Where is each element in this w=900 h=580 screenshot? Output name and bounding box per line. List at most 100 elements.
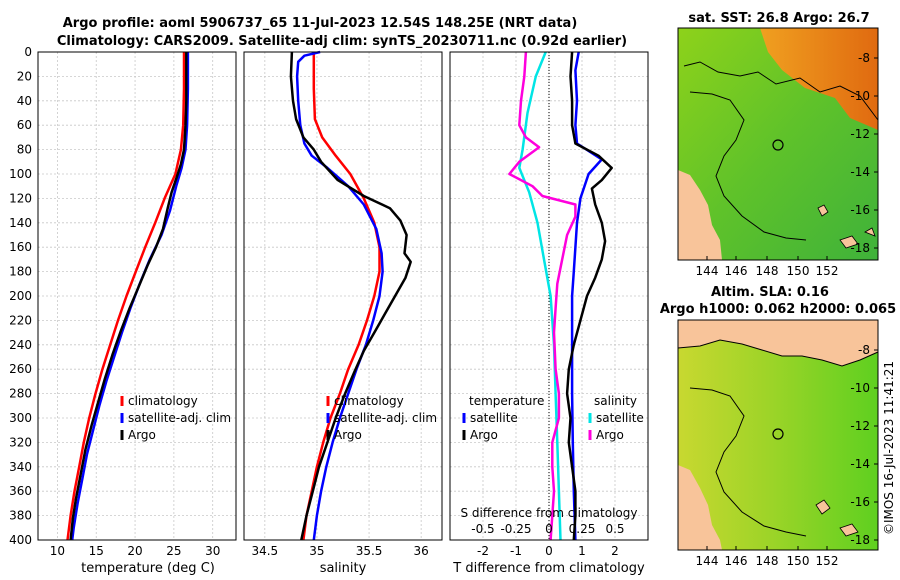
- s-difference-label: S difference from climatology: [461, 506, 638, 520]
- map-lat-tick-label: -18: [850, 241, 870, 255]
- s-difference-tick-label: -0.25: [500, 522, 531, 536]
- depth-tick-label: 60: [17, 118, 32, 132]
- difference-panel-frame: [449, 51, 649, 541]
- legend-title-temperature: temperature: [469, 394, 544, 408]
- series-salinity-argo: [508, 51, 577, 541]
- sla-land-png: [678, 320, 878, 366]
- map-lat-tick-label: -16: [850, 495, 870, 509]
- sla-map: Altim. SLA: 0.16 Argo h1000: 0.062 h2000…: [660, 285, 896, 568]
- depth-tick-label: 380: [9, 509, 32, 523]
- depth-tick-label: 300: [9, 411, 32, 425]
- sst-land-islands: [817, 204, 876, 249]
- sst-coastline: [683, 61, 879, 121]
- sla-coastline: [677, 339, 879, 367]
- temperature-tick-label: 15: [89, 544, 104, 558]
- chart-title-line2: Climatology: CARS2009. Satellite-adj cli…: [57, 34, 627, 49]
- series-climatology: [66, 52, 186, 541]
- legend-label: climatology: [334, 394, 404, 408]
- sla-argo-position-marker: [772, 428, 784, 440]
- map-lon-tick-label: 150: [787, 264, 810, 278]
- sst-land-coast: [678, 170, 722, 260]
- differences-tick-label: 1: [578, 544, 586, 558]
- sla-map-title-line2: Argo h1000: 0.062 h2000: 0.065: [660, 302, 896, 317]
- salinity-tick-label: 36: [414, 544, 429, 558]
- imos-footer: ©IMOS 16-Jul-2023 11:41:21: [882, 361, 896, 535]
- legend-label: Argo: [334, 428, 362, 442]
- sst-map-frame: [677, 27, 879, 261]
- legend-label: satellite: [596, 411, 644, 425]
- series-temperature-satellite: [570, 51, 604, 541]
- depth-tick-label: 400: [9, 533, 32, 547]
- legend-label: satellite: [470, 411, 518, 425]
- differences-tick-label: -1: [510, 544, 522, 558]
- series-climatology: [302, 52, 381, 541]
- map-lat-tick-label: -14: [850, 165, 870, 179]
- sla-map-title-line1: Altim. SLA: 0.16: [711, 285, 829, 300]
- map-lon-tick-label: 148: [756, 554, 779, 568]
- difference-panel: -2 -1 0 1 2 S difference from climatology -0…: [449, 51, 649, 576]
- temperature-tick-label: 30: [205, 544, 220, 558]
- depth-tick-label: 140: [9, 216, 32, 230]
- s-difference-tick-labels: -0.5 -0.25 0 0.25 0.5: [471, 522, 624, 536]
- sst-warm-region: [760, 28, 878, 130]
- t-difference-xlabel: T difference from climatology: [452, 561, 645, 576]
- temperature-legend: climatology satellite-adj. clim Argo: [120, 394, 231, 442]
- legend-label: climatology: [128, 394, 198, 408]
- depth-tick-label: 40: [17, 94, 32, 108]
- depth-tick-label: 280: [9, 387, 32, 401]
- sla-map-frame: [677, 319, 879, 551]
- map-lon-tick-label: 148: [756, 264, 779, 278]
- sla-land-islands: [815, 499, 859, 537]
- s-difference-tick-label: 0.25: [569, 522, 596, 536]
- series-salinity-satellite: [518, 51, 562, 541]
- sst-map: sat. SST: 26.8 Argo: 26.7 144 146 148 150 15…: [677, 11, 879, 278]
- temperature-panel-frame: [37, 51, 237, 541]
- depth-tick-label: 120: [9, 191, 32, 205]
- temperature-panel: 10 15 20 25 30 temperature (deg C) climatolo…: [37, 51, 237, 576]
- s-difference-tick-label: -0.5: [471, 522, 494, 536]
- s-difference-tick-label: 0.5: [605, 522, 624, 536]
- salinity-tick-label: 34.5: [251, 544, 278, 558]
- temperature-tick-label: 10: [50, 544, 65, 558]
- map-lat-tick-label: -12: [850, 419, 870, 433]
- salinity-tick-label: 35: [309, 544, 324, 558]
- map-lat-tick-label: -14: [850, 457, 870, 471]
- sla-shelf-contour: [689, 387, 807, 537]
- map-lon-tick-label: 152: [816, 264, 839, 278]
- map-lat-tick-label: -8: [858, 51, 870, 65]
- salinity-legend: climatology satellite-adj. clim Argo: [326, 394, 437, 442]
- map-lat-tick-label: -10: [850, 381, 870, 395]
- temperature-xlabel: temperature (deg C): [81, 561, 215, 576]
- map-lat-tick-label: -18: [850, 533, 870, 547]
- series-temperature-argo: [565, 51, 613, 541]
- depth-tick-label: 160: [9, 240, 32, 254]
- depth-tick-label: 360: [9, 484, 32, 498]
- s-difference-tick-label: 0: [545, 522, 553, 536]
- depth-axis-tick-labels: 0 20 40 60 80 100 120 140 160 180 200 220 240 260 280 3…: [9, 45, 32, 547]
- sst-shelf-contour: [689, 91, 807, 241]
- sla-land-coast: [678, 465, 722, 550]
- chart-title-line1: Argo profile: aoml 5906737_65 11-Jul-202…: [63, 16, 578, 31]
- map-lat-tick-label: -12: [850, 127, 870, 141]
- sst-map-title: sat. SST: 26.8 Argo: 26.7: [688, 11, 869, 26]
- salinity-panel-frame: [243, 51, 443, 541]
- series-satellite-adj-clim: [295, 50, 384, 541]
- series-argo: [69, 52, 188, 541]
- difference-legend: temperature salinity satellite Argo satellit…: [462, 394, 644, 442]
- legend-label: satellite-adj. clim: [334, 411, 437, 425]
- depth-tick-label: 200: [9, 289, 32, 303]
- depth-tick-label: 20: [17, 69, 32, 83]
- depth-tick-label: 240: [9, 338, 32, 352]
- depth-tick-label: 320: [9, 435, 32, 449]
- depth-tick-label: 220: [9, 313, 32, 327]
- depth-tick-label: 180: [9, 265, 32, 279]
- map-lon-tick-label: 150: [787, 554, 810, 568]
- salinity-xlabel: salinity: [320, 561, 367, 576]
- map-lon-tick-label: 146: [725, 264, 748, 278]
- depth-tick-label: 80: [17, 143, 32, 157]
- map-lon-tick-label: 152: [816, 554, 839, 568]
- temperature-tick-label: 20: [127, 544, 142, 558]
- differences-tick-label: 0: [545, 544, 553, 558]
- map-lon-tick-label: 144: [696, 264, 719, 278]
- map-lon-tick-label: 146: [725, 554, 748, 568]
